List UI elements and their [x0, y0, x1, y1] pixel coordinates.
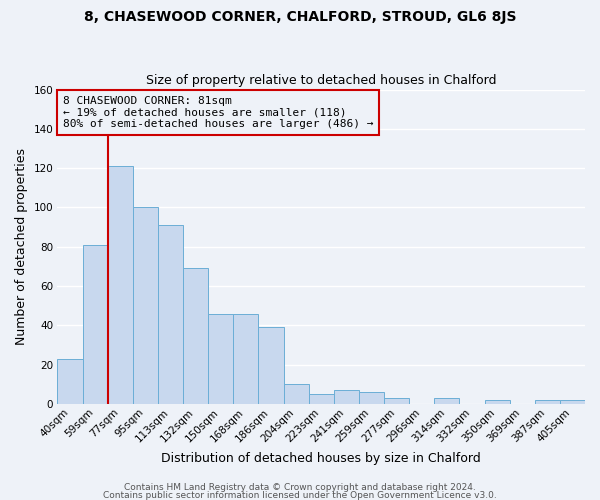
- Bar: [560, 400, 585, 404]
- Bar: [485, 400, 509, 404]
- Bar: [535, 400, 560, 404]
- Text: 8 CHASEWOOD CORNER: 81sqm
← 19% of detached houses are smaller (118)
80% of semi: 8 CHASEWOOD CORNER: 81sqm ← 19% of detac…: [63, 96, 373, 129]
- Bar: [359, 392, 384, 404]
- Bar: [158, 225, 183, 404]
- Bar: [133, 208, 158, 404]
- Bar: [233, 314, 259, 404]
- X-axis label: Distribution of detached houses by size in Chalford: Distribution of detached houses by size …: [161, 452, 481, 465]
- Bar: [83, 245, 108, 404]
- Title: Size of property relative to detached houses in Chalford: Size of property relative to detached ho…: [146, 74, 496, 87]
- Bar: [284, 384, 308, 404]
- Bar: [108, 166, 133, 404]
- Bar: [208, 314, 233, 404]
- Text: 8, CHASEWOOD CORNER, CHALFORD, STROUD, GL6 8JS: 8, CHASEWOOD CORNER, CHALFORD, STROUD, G…: [84, 10, 516, 24]
- Bar: [58, 359, 83, 404]
- Text: Contains HM Land Registry data © Crown copyright and database right 2024.: Contains HM Land Registry data © Crown c…: [124, 484, 476, 492]
- Bar: [334, 390, 359, 404]
- Y-axis label: Number of detached properties: Number of detached properties: [15, 148, 28, 346]
- Text: Contains public sector information licensed under the Open Government Licence v3: Contains public sector information licen…: [103, 491, 497, 500]
- Bar: [384, 398, 409, 404]
- Bar: [259, 328, 284, 404]
- Bar: [183, 268, 208, 404]
- Bar: [308, 394, 334, 404]
- Bar: [434, 398, 460, 404]
